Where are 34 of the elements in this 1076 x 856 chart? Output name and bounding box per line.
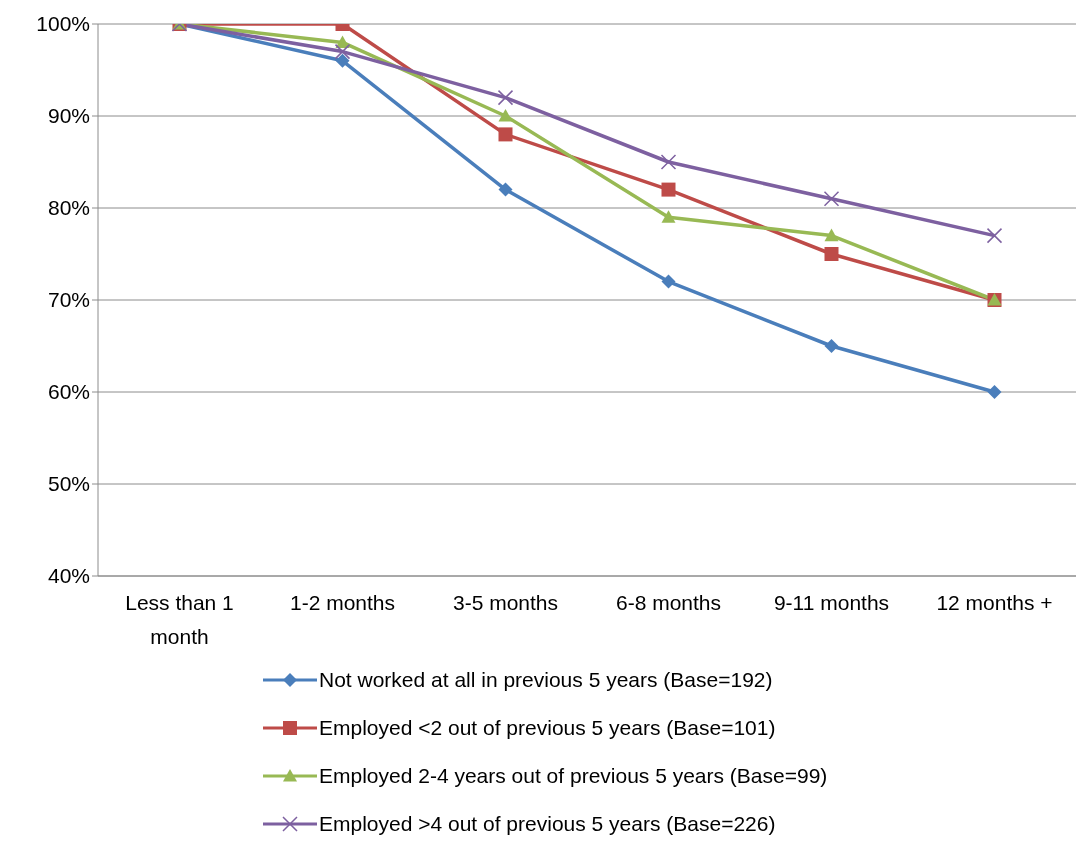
legend-label: Employed 2-4 years out of previous 5 years (Base=99): [319, 764, 828, 788]
legend-label: Employed <2 out of previous 5 years (Base=101): [319, 716, 776, 740]
point: [987, 385, 1002, 399]
legend-label: Employed >4 out of previous 5 years (Base=226): [319, 812, 776, 836]
point: [498, 109, 513, 122]
point: [498, 182, 513, 197]
x-tick-label: 1-2 months: [289, 591, 396, 614]
point: [661, 274, 676, 289]
x-tick-label: 3-5 months: [452, 591, 559, 614]
point: [824, 228, 839, 242]
x-tick-label: Less than 1 month: [125, 591, 234, 648]
y-tick-label: 70%: [47, 288, 90, 312]
point: [661, 210, 676, 223]
point: [661, 182, 676, 197]
y-tick-label: 40%: [47, 564, 90, 588]
y-tick-label: 90%: [47, 104, 90, 128]
x-tick-label: 12 months +: [936, 591, 1053, 614]
point: [986, 227, 1003, 244]
point: [824, 247, 839, 261]
x-tick-label: 9-11 months: [773, 591, 890, 614]
point: [335, 35, 350, 48]
point: [334, 43, 351, 60]
y-tick-label: 80%: [47, 196, 90, 220]
y-tick-label: 100%: [36, 12, 90, 36]
point: [497, 89, 514, 106]
point: [335, 53, 350, 68]
y-tick-label: 50%: [47, 472, 90, 496]
point: [498, 127, 513, 142]
legend-label: Not worked at all in previous 5 years (Base=192): [319, 668, 773, 692]
point: [824, 339, 839, 353]
y-tick-label: 60%: [47, 380, 90, 404]
point: [660, 154, 677, 170]
point: [823, 191, 840, 207]
x-tick-label: 6-8 months: [615, 591, 722, 614]
